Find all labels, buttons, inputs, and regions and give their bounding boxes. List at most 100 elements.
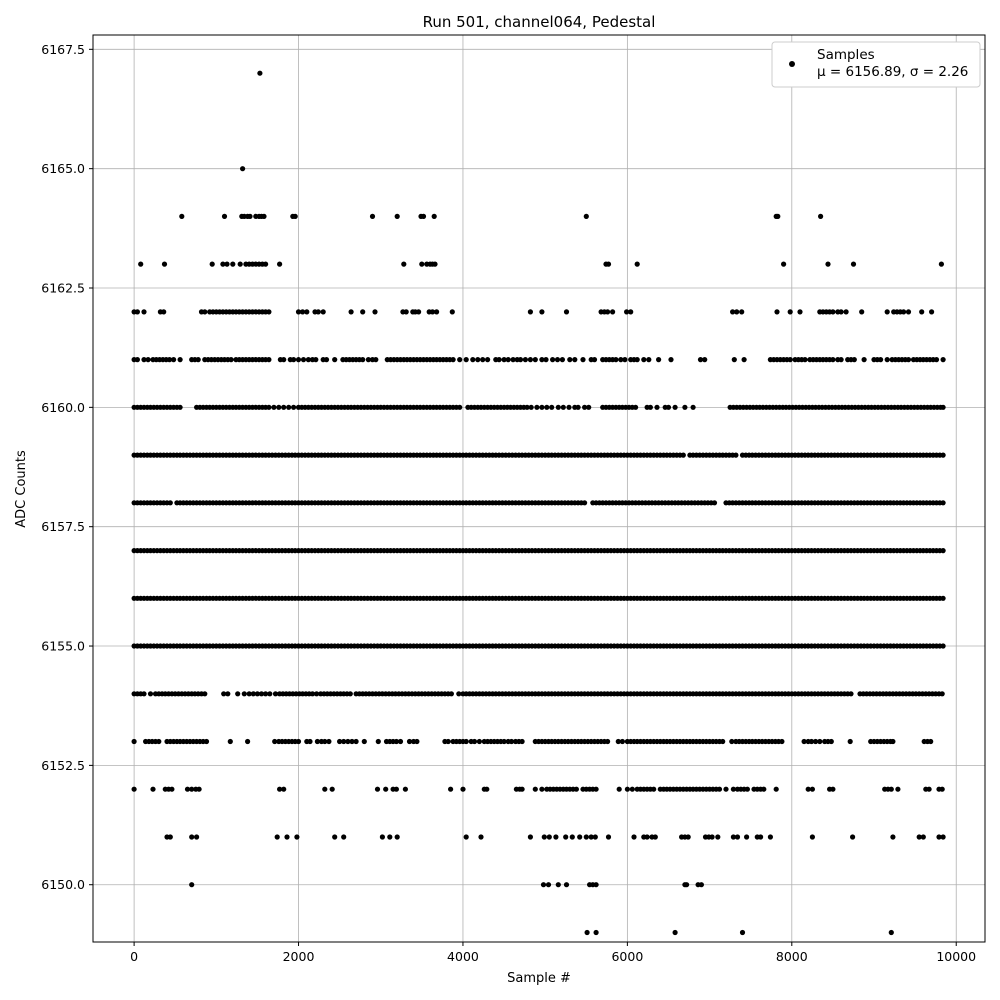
- data-point: [177, 357, 183, 363]
- data-point: [166, 357, 173, 363]
- data-point: [575, 404, 581, 410]
- data-point: [508, 738, 515, 745]
- data-point: [332, 834, 338, 840]
- data-point: [300, 357, 307, 363]
- data-point: [698, 882, 705, 888]
- data-point: [672, 404, 678, 410]
- data-point: [685, 834, 691, 840]
- data-point: [920, 834, 926, 840]
- data-point: [825, 261, 831, 267]
- data-point: [169, 786, 175, 792]
- data-point: [890, 834, 896, 840]
- data-point: [905, 357, 912, 363]
- data-point: [905, 309, 912, 315]
- data-point: [272, 738, 278, 745]
- legend-box: [771, 41, 981, 88]
- data-point: [546, 834, 552, 840]
- data-point: [651, 786, 657, 792]
- data-point: [281, 404, 287, 410]
- data-point: [787, 357, 793, 363]
- data-point: [484, 786, 490, 792]
- data-point: [195, 357, 201, 363]
- data-point: [365, 357, 371, 363]
- data-point: [938, 261, 945, 267]
- data-point: [797, 309, 803, 315]
- data-point: [184, 786, 191, 792]
- data-point: [884, 309, 890, 315]
- data-point: [744, 786, 751, 792]
- data-point: [730, 309, 736, 315]
- data-point: [448, 786, 454, 792]
- plot-frame: [92, 34, 986, 943]
- data-point: [890, 738, 896, 745]
- data-point: [416, 309, 422, 315]
- data-point: [940, 595, 946, 601]
- data-point: [592, 834, 598, 840]
- data-point: [895, 786, 901, 792]
- data-point: [305, 357, 311, 363]
- data-point: [644, 834, 650, 840]
- data-point: [254, 691, 260, 697]
- data-point: [141, 309, 147, 315]
- data-point: [830, 309, 836, 315]
- data-point: [850, 834, 856, 840]
- data-point: [539, 786, 545, 792]
- data-point: [457, 357, 463, 363]
- x-tick-label: 4000: [447, 949, 479, 964]
- data-point: [646, 357, 652, 363]
- data-point: [534, 404, 540, 410]
- data-point: [936, 834, 942, 840]
- data-point: [622, 357, 628, 363]
- data-point: [730, 786, 737, 792]
- data-point: [774, 309, 780, 315]
- data-point: [131, 738, 137, 745]
- data-point: [939, 691, 945, 697]
- y-tick-label: 6160.0: [41, 400, 85, 415]
- data-point: [628, 309, 634, 315]
- data-point: [434, 309, 440, 315]
- data-point: [375, 738, 381, 745]
- data-point: [167, 834, 173, 840]
- data-point: [150, 786, 156, 792]
- data-point: [361, 738, 367, 745]
- data-point: [729, 738, 735, 745]
- data-point: [830, 786, 836, 792]
- data-point: [167, 500, 173, 506]
- data-point: [652, 834, 658, 840]
- data-point: [476, 738, 482, 745]
- data-point: [528, 404, 534, 410]
- data-point: [237, 261, 243, 267]
- data-point: [720, 738, 726, 745]
- data-point: [225, 691, 231, 697]
- data-point: [850, 261, 857, 267]
- data-point: [939, 786, 945, 792]
- data-point: [940, 452, 946, 458]
- data-point: [274, 834, 280, 840]
- y-tick-label: 6150.0: [41, 877, 85, 892]
- data-point: [261, 213, 267, 219]
- data-point: [227, 738, 233, 745]
- data-point: [406, 738, 413, 745]
- data-point: [189, 786, 195, 792]
- data-point: [156, 738, 162, 745]
- data-point: [731, 357, 737, 363]
- data-point: [402, 786, 408, 792]
- data-point: [450, 357, 456, 363]
- data-point: [838, 309, 844, 315]
- data-point: [767, 834, 774, 840]
- data-point: [775, 213, 781, 219]
- data-point: [563, 882, 570, 888]
- data-point: [291, 404, 297, 410]
- data-point: [445, 738, 451, 745]
- data-point: [247, 213, 253, 219]
- data-point: [802, 357, 808, 363]
- data-point: [281, 357, 287, 363]
- data-point: [397, 738, 404, 745]
- data-point: [326, 738, 332, 745]
- data-point: [697, 357, 704, 363]
- data-point: [257, 70, 263, 76]
- data-point: [702, 357, 708, 363]
- data-point: [584, 929, 590, 936]
- data-point: [716, 786, 723, 792]
